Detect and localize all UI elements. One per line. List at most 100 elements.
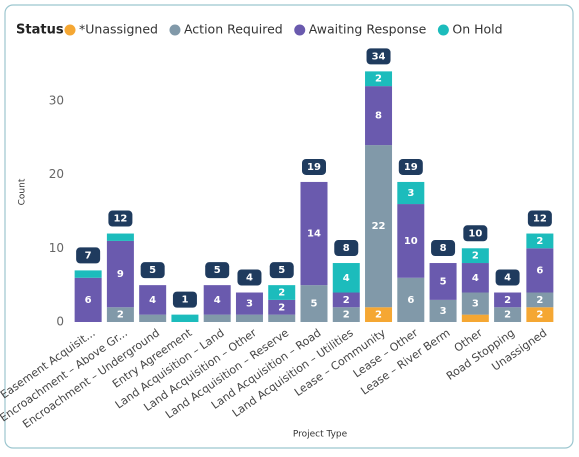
legend-label: Action Required [184,22,283,37]
data-label: 2 [278,302,285,313]
data-label: 2 [375,310,382,321]
data-label: 2 [343,310,350,321]
bar-segment [526,307,554,322]
data-label: 3 [472,299,479,310]
bar-segment [526,248,554,293]
bar-segment [74,270,102,278]
data-label: 10 [404,236,418,247]
bar-segment [461,314,489,322]
bar-segment [106,240,134,308]
data-label: 3 [407,188,414,199]
bar-segment [139,314,167,322]
data-label: 8 [375,111,382,122]
data-label: 2 [472,251,479,262]
total-badge [172,291,197,308]
legend-swatch [437,24,449,36]
bar-segment [365,145,393,308]
data-label: 4 [472,273,479,284]
data-label: 2 [343,295,350,306]
total-label: 4 [504,273,511,284]
bar-segment [203,285,231,315]
data-label: 5 [440,276,447,287]
bar-segment [106,307,134,322]
total-badge [527,210,552,227]
data-label: 14 [307,229,321,240]
y-tick-label: 20 [49,167,64,181]
bar-segment [429,299,457,322]
total-badge [495,269,520,286]
data-label: 4 [343,273,350,284]
data-label: 2 [536,236,543,247]
data-label: 3 [440,306,447,317]
data-label: 2 [504,310,511,321]
total-label: 4 [246,273,253,284]
total-badge [140,262,165,279]
bar-segment [397,277,425,322]
total-label: 12 [113,214,127,225]
total-label: 7 [85,250,92,261]
data-label: 4 [149,295,156,306]
total-badge [205,262,230,279]
data-label: 9 [117,269,124,280]
y-tick-label: 10 [49,241,64,255]
legend: *Unassigned Action Required Awaiting Respo… [64,22,503,37]
bar-segment [300,285,328,322]
total-label: 19 [307,162,321,173]
total-badge [398,158,423,175]
total-label: 8 [440,243,447,254]
bar-segment [526,292,554,308]
legend-label: *Unassigned [79,22,158,37]
bar-segment [74,277,102,322]
data-label: 6 [407,295,414,306]
bar-segment [397,181,425,205]
total-label: 8 [343,243,350,254]
data-label: 4 [214,295,221,306]
bar-segment [332,263,360,293]
data-label: 2 [536,295,543,306]
data-label: 5 [311,299,318,310]
bar-segment [461,248,489,264]
legend-label: Awaiting Response [309,22,427,37]
data-label: 2 [278,288,285,299]
total-label: 5 [278,265,285,276]
total-badge [269,262,294,279]
total-badge [366,48,391,65]
bar-segment [235,314,263,322]
data-label: 6 [536,265,543,276]
bar-segment [203,314,231,322]
y-axis-title: Count [18,178,28,205]
bar-segment [365,307,393,322]
total-badge [334,240,359,257]
bar-segment [461,292,489,315]
legend-label: On Hold [452,22,502,37]
legend-swatch [64,24,76,36]
total-label: 1 [181,295,188,306]
total-label: 12 [533,214,547,225]
bar-segment [106,233,134,241]
x-axis-title: Project Type [293,430,348,440]
data-label: 2 [536,310,543,321]
bar-segment [365,71,393,87]
card-frame [4,4,574,449]
bar-segment [494,292,522,308]
y-tick-label: 0 [56,315,64,329]
bar-segment [332,307,360,322]
total-label: 10 [468,228,482,239]
legend-swatch [169,24,181,36]
data-label: 2 [375,74,382,85]
total-badge [431,240,456,257]
data-label: 2 [504,295,511,306]
data-label: 2 [117,310,124,321]
bar-segment [300,181,328,286]
total-label: 5 [214,265,221,276]
bar-segment [268,299,296,315]
total-badge [76,247,101,264]
total-label: 5 [149,265,156,276]
data-label: 6 [85,295,92,306]
bar-segment [139,285,167,315]
total-badge [108,210,133,227]
bar-segment [365,86,393,146]
data-label: 3 [246,299,253,310]
total-badge [302,158,326,175]
legend-title: Status [16,23,64,38]
